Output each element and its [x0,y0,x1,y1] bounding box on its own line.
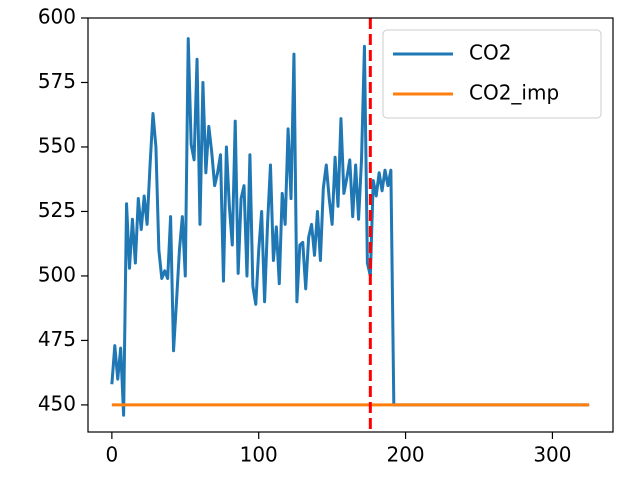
legend-label: CO2_imp [469,81,559,105]
y-tick-label: 500 [38,262,76,286]
plot-frame [87,17,614,433]
y-tick-label: 450 [38,391,76,415]
x-tick-label: 0 [105,443,118,467]
y-tick-label: 475 [38,327,76,351]
x-tick-label: 200 [386,443,424,467]
x-tick-label: 300 [533,443,571,467]
x-tick-label: 100 [240,443,278,467]
y-tick-label: 575 [38,69,76,93]
legend-box [382,29,602,119]
y-tick-label: 525 [38,198,76,222]
y-tick-label: 600 [38,5,76,29]
legend-label: CO2 [469,41,511,65]
line-series [110,37,590,417]
y-tick-label: 550 [38,133,76,157]
